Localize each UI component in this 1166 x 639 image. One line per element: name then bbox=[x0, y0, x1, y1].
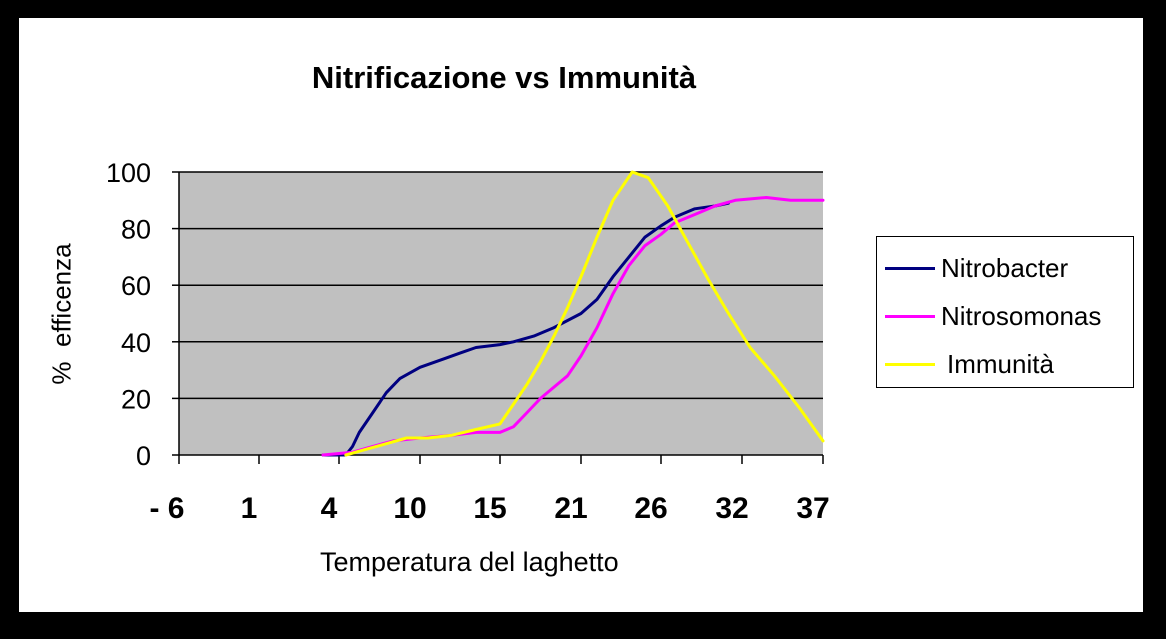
x-tick-label-0: - 6 bbox=[149, 492, 184, 525]
y-tick-label-100: 100 bbox=[106, 158, 151, 188]
legend-item-nitrosomonas: Nitrosomonas bbox=[885, 296, 1101, 336]
legend-swatch-nitrosomonas bbox=[885, 314, 935, 318]
legend-label-immunita: Immunità bbox=[947, 348, 1054, 379]
legend-item-nitrobacter: Nitrobacter bbox=[885, 248, 1068, 288]
x-tick-label-1: 1 bbox=[241, 492, 258, 525]
x-tick-label-8: 37 bbox=[796, 492, 829, 525]
x-axis-label: Temperatura del laghetto bbox=[320, 547, 619, 577]
chart-title: Nitrificazione vs Immunità bbox=[311, 60, 697, 95]
y-tick-label-20: 20 bbox=[121, 384, 151, 414]
y-tick-label-80: 80 bbox=[121, 215, 151, 245]
legend-swatch-immunita bbox=[885, 362, 935, 366]
x-tick-label-6: 26 bbox=[634, 492, 667, 525]
series-line-nitrobacter bbox=[321, 201, 730, 457]
y-tick-label-0: 0 bbox=[136, 441, 151, 471]
legend-label-nitrobacter: Nitrobacter bbox=[941, 252, 1069, 283]
series-line-immunit bbox=[344, 170, 825, 457]
y-tick-label-40: 40 bbox=[121, 328, 151, 358]
y-tick-label-60: 60 bbox=[121, 271, 151, 301]
x-tick-label-7: 32 bbox=[715, 492, 748, 525]
plot-area bbox=[179, 172, 823, 455]
legend-item-immunita: Immunità bbox=[885, 344, 1054, 384]
x-tick-label-5: 21 bbox=[554, 492, 587, 525]
legend-label-nitrosomonas: Nitrosomonas bbox=[941, 300, 1102, 331]
legend: Nitrobacter Nitrosomonas Immunità bbox=[876, 236, 1134, 388]
x-tick-label-3: 10 bbox=[393, 492, 426, 525]
legend-swatch-nitrobacter bbox=[885, 266, 935, 270]
x-tick-label-2: 4 bbox=[321, 492, 338, 525]
x-tick-label-4: 15 bbox=[473, 492, 506, 525]
